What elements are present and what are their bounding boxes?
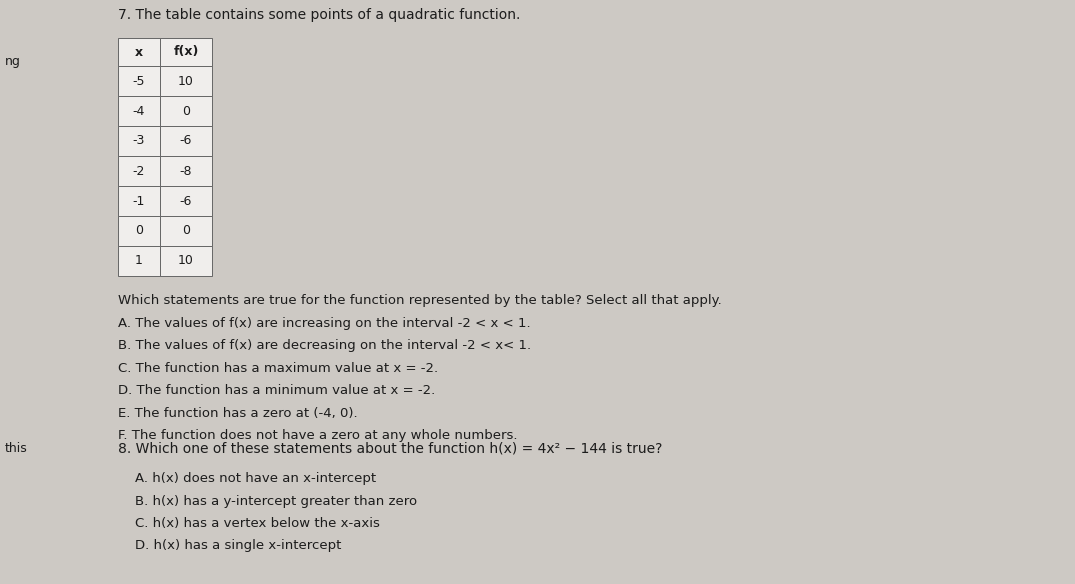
Bar (160, 246, 212, 276)
Text: E. The function has a zero at (-4, 0).: E. The function has a zero at (-4, 0). (118, 406, 358, 419)
Text: 10: 10 (178, 75, 194, 88)
Text: -3: -3 (133, 134, 145, 148)
Bar (118, 156, 160, 186)
Text: B. h(x) has a y-intercept greater than zero: B. h(x) has a y-intercept greater than z… (135, 495, 417, 507)
Text: -2: -2 (133, 165, 145, 178)
Text: B. The values of f(x) are decreasing on the interval -2 < x< 1.: B. The values of f(x) are decreasing on … (118, 339, 531, 352)
Text: -4: -4 (133, 105, 145, 117)
Bar (160, 126, 212, 156)
Text: 0: 0 (135, 224, 143, 238)
Bar (118, 66, 160, 96)
Text: 1: 1 (135, 255, 143, 267)
Text: F. The function does not have a zero at any whole numbers.: F. The function does not have a zero at … (118, 429, 517, 442)
Text: -6: -6 (180, 194, 192, 207)
Text: 8. Which one of these statements about the function h(x) = 4x² − 144 is true?: 8. Which one of these statements about t… (118, 442, 662, 456)
Text: C. h(x) has a vertex below the x-axis: C. h(x) has a vertex below the x-axis (135, 517, 379, 530)
Text: this: this (5, 442, 28, 455)
Bar (160, 38, 212, 66)
Text: 0: 0 (182, 105, 190, 117)
Text: A. h(x) does not have an x-intercept: A. h(x) does not have an x-intercept (135, 472, 376, 485)
Text: C. The function has a maximum value at x = -2.: C. The function has a maximum value at x… (118, 361, 439, 374)
Bar (160, 216, 212, 246)
Bar (160, 186, 212, 216)
Bar (160, 156, 212, 186)
Bar (160, 96, 212, 126)
Bar (118, 246, 160, 276)
Text: Which statements are true for the function represented by the table? Select all : Which statements are true for the functi… (118, 294, 721, 307)
Text: D. h(x) has a single x-intercept: D. h(x) has a single x-intercept (135, 540, 342, 552)
Bar (118, 96, 160, 126)
Text: 10: 10 (178, 255, 194, 267)
Bar (118, 126, 160, 156)
Text: x: x (135, 46, 143, 58)
Text: -1: -1 (133, 194, 145, 207)
Text: -5: -5 (132, 75, 145, 88)
Text: 0: 0 (182, 224, 190, 238)
Bar (118, 38, 160, 66)
Bar (160, 66, 212, 96)
Text: A. The values of f(x) are increasing on the interval -2 < x < 1.: A. The values of f(x) are increasing on … (118, 317, 531, 329)
Bar (118, 216, 160, 246)
Text: -8: -8 (180, 165, 192, 178)
Text: ng: ng (5, 55, 20, 68)
Text: D. The function has a minimum value at x = -2.: D. The function has a minimum value at x… (118, 384, 435, 397)
Bar (118, 186, 160, 216)
Text: f(x): f(x) (173, 46, 199, 58)
Text: 7. The table contains some points of a quadratic function.: 7. The table contains some points of a q… (118, 8, 520, 22)
Text: -6: -6 (180, 134, 192, 148)
